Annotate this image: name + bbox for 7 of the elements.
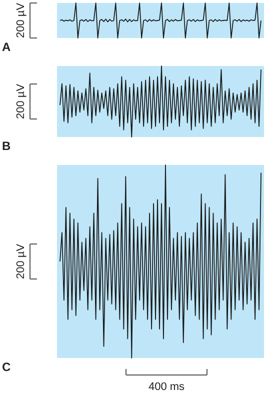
text: A: [2, 40, 11, 54]
text: 200 µV: [15, 243, 27, 280]
text: 200 µV: [15, 83, 27, 120]
text: B: [2, 139, 11, 153]
text: C: [2, 360, 11, 374]
text: 400 ms: [148, 381, 186, 393]
text: 200 µV: [15, 2, 27, 38]
